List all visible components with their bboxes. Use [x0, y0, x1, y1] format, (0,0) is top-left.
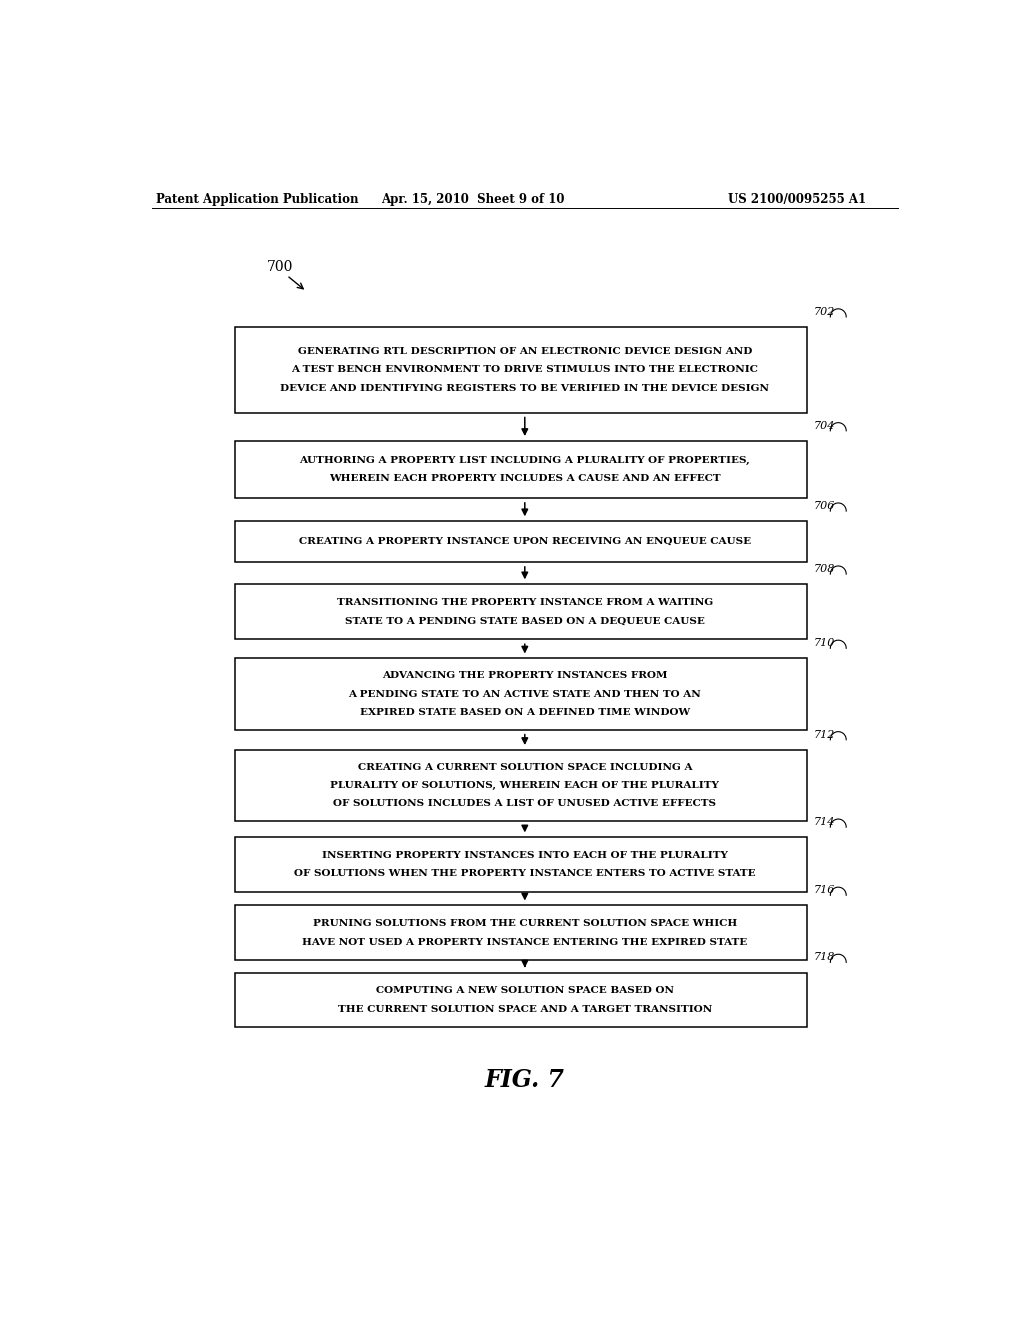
Text: A PENDING STATE TO AN ACTIVE STATE AND THEN TO AN: A PENDING STATE TO AN ACTIVE STATE AND T… [348, 689, 701, 698]
Text: INSERTING PROPERTY INSTANCES INTO EACH OF THE PLURALITY: INSERTING PROPERTY INSTANCES INTO EACH O… [322, 851, 728, 861]
Text: A TEST BENCH ENVIRONMENT TO DRIVE STIMULUS INTO THE ELECTRONIC: A TEST BENCH ENVIRONMENT TO DRIVE STIMUL… [292, 366, 758, 375]
Text: WHEREIN EACH PROPERTY INCLUDES A CAUSE AND AN EFFECT: WHEREIN EACH PROPERTY INCLUDES A CAUSE A… [329, 474, 721, 483]
Bar [236, 585, 807, 639]
Text: COMPUTING A NEW SOLUTION SPACE BASED ON: COMPUTING A NEW SOLUTION SPACE BASED ON [376, 986, 674, 995]
Text: FIG. 7: FIG. 7 [484, 1068, 565, 1092]
Text: 704: 704 [814, 421, 835, 430]
Text: AUTHORING A PROPERTY LIST INCLUDING A PLURALITY OF PROPERTIES,: AUTHORING A PROPERTY LIST INCLUDING A PL… [299, 455, 751, 465]
Text: 700: 700 [267, 260, 293, 275]
Text: ADVANCING THE PROPERTY INSTANCES FROM: ADVANCING THE PROPERTY INSTANCES FROM [382, 672, 668, 680]
Text: Apr. 15, 2010  Sheet 9 of 10: Apr. 15, 2010 Sheet 9 of 10 [382, 193, 565, 206]
Text: HAVE NOT USED A PROPERTY INSTANCE ENTERING THE EXPIRED STATE: HAVE NOT USED A PROPERTY INSTANCE ENTERI… [302, 937, 748, 946]
Text: PRUNING SOLUTIONS FROM THE CURRENT SOLUTION SPACE WHICH: PRUNING SOLUTIONS FROM THE CURRENT SOLUT… [312, 919, 737, 928]
Text: 714: 714 [814, 817, 835, 828]
Text: Patent Application Publication: Patent Application Publication [156, 193, 358, 206]
Text: 716: 716 [814, 886, 835, 895]
Text: DEVICE AND IDENTIFYING REGISTERS TO BE VERIFIED IN THE DEVICE DESIGN: DEVICE AND IDENTIFYING REGISTERS TO BE V… [281, 384, 769, 392]
Text: 710: 710 [814, 639, 835, 648]
Bar [236, 906, 807, 961]
Text: CREATING A PROPERTY INSTANCE UPON RECEIVING AN ENQUEUE CAUSE: CREATING A PROPERTY INSTANCE UPON RECEIV… [299, 537, 751, 546]
Bar [236, 750, 807, 821]
Text: 718: 718 [814, 952, 835, 962]
Text: OF SOLUTIONS WHEN THE PROPERTY INSTANCE ENTERS TO ACTIVE STATE: OF SOLUTIONS WHEN THE PROPERTY INSTANCE … [294, 870, 756, 878]
Text: STATE TO A PENDING STATE BASED ON A DEQUEUE CAUSE: STATE TO A PENDING STATE BASED ON A DEQU… [345, 616, 705, 626]
Text: TRANSITIONING THE PROPERTY INSTANCE FROM A WAITING: TRANSITIONING THE PROPERTY INSTANCE FROM… [337, 598, 713, 607]
Text: CREATING A CURRENT SOLUTION SPACE INCLUDING A: CREATING A CURRENT SOLUTION SPACE INCLUD… [357, 763, 692, 772]
Text: GENERATING RTL DESCRIPTION OF AN ELECTRONIC DEVICE DESIGN AND: GENERATING RTL DESCRIPTION OF AN ELECTRO… [298, 347, 752, 356]
Text: 712: 712 [814, 730, 835, 739]
Text: 706: 706 [814, 502, 835, 511]
Text: 708: 708 [814, 564, 835, 574]
Bar [236, 521, 807, 562]
Bar [236, 973, 807, 1027]
Text: THE CURRENT SOLUTION SPACE AND A TARGET TRANSITION: THE CURRENT SOLUTION SPACE AND A TARGET … [338, 1005, 712, 1014]
Bar [236, 327, 807, 412]
Bar [236, 837, 807, 892]
Text: OF SOLUTIONS INCLUDES A LIST OF UNUSED ACTIVE EFFECTS: OF SOLUTIONS INCLUDES A LIST OF UNUSED A… [333, 800, 717, 808]
Text: US 2100/0095255 A1: US 2100/0095255 A1 [728, 193, 866, 206]
Text: EXPIRED STATE BASED ON A DEFINED TIME WINDOW: EXPIRED STATE BASED ON A DEFINED TIME WI… [359, 708, 690, 717]
Text: 702: 702 [814, 308, 835, 317]
Bar [236, 441, 807, 498]
Text: PLURALITY OF SOLUTIONS, WHEREIN EACH OF THE PLURALITY: PLURALITY OF SOLUTIONS, WHEREIN EACH OF … [331, 781, 719, 791]
Bar [236, 659, 807, 730]
